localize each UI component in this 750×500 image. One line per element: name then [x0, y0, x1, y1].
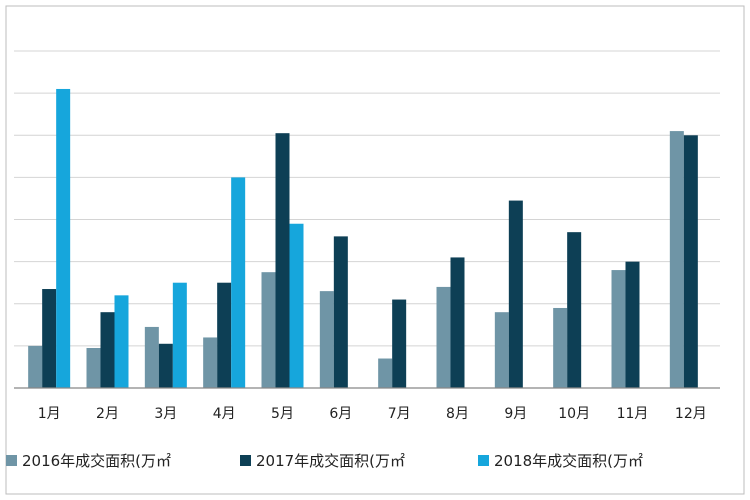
legend-swatch	[478, 455, 489, 466]
bar-1-4月	[203, 337, 218, 388]
bar-1-9月	[494, 312, 509, 388]
bar-3-4月	[231, 177, 246, 388]
x-tick-label: 12月	[675, 406, 707, 422]
bar-2-9月	[508, 200, 523, 388]
bar-1-1月	[28, 345, 43, 388]
x-tick-label: 8月	[446, 406, 469, 422]
bar-1-12月	[669, 131, 684, 389]
bar-3-3月	[172, 282, 187, 388]
x-tick-label: 6月	[329, 406, 352, 422]
bar-3-2月	[114, 295, 129, 388]
bar-2-8月	[450, 257, 465, 388]
bar-2-10月	[567, 232, 582, 388]
bar-2-7月	[392, 299, 407, 388]
bar-1-7月	[378, 358, 393, 388]
bar-2-2月	[100, 312, 115, 388]
bar-1-5月	[261, 272, 276, 388]
bar-1-6月	[319, 291, 334, 388]
legend-label: 2017年成交面积(万㎡	[256, 452, 405, 470]
x-tick-label: 1月	[38, 406, 61, 422]
legend: 2016年成交面积(万㎡ 2017年成交面积(万㎡ 2018年成交面积(万㎡	[6, 452, 643, 470]
legend-swatch	[240, 455, 251, 466]
bar-2-11月	[625, 261, 640, 388]
bar-2-1月	[42, 289, 57, 388]
legend-swatch	[6, 455, 17, 466]
bar-1-2月	[86, 347, 101, 388]
bar-3-1月	[56, 88, 71, 388]
bar-1-11月	[611, 270, 626, 388]
x-tick-label: 3月	[154, 406, 177, 422]
x-tick-label: 7月	[388, 406, 411, 422]
x-tick-label: 9月	[504, 406, 527, 422]
bar-2-12月	[683, 135, 698, 388]
x-tick-label: 4月	[213, 406, 236, 422]
bar-3-5月	[289, 223, 304, 388]
chart-border	[5, 5, 745, 495]
bar-1-10月	[553, 307, 568, 388]
bar-2-5月	[275, 133, 290, 388]
x-tick-label: 5月	[271, 406, 294, 422]
x-tick-label: 11月	[617, 406, 649, 422]
bar-2-6月	[333, 236, 348, 388]
x-tick-label: 10月	[558, 406, 590, 422]
bar-1-8月	[436, 286, 451, 388]
legend-label: 2018年成交面积(万㎡	[494, 452, 643, 470]
bar-2-3月	[158, 343, 173, 388]
x-tick-label: 2月	[96, 406, 119, 422]
bars	[28, 88, 698, 389]
x-axis: 1月 2月 3月 4月 5月 6月 7月 8月 9月 10月 11月 12月	[14, 387, 720, 422]
bar-2-4月	[217, 282, 232, 388]
legend-label: 2016年成交面积(万㎡	[22, 452, 171, 470]
bar-1-3月	[144, 326, 159, 388]
grid-lines	[14, 50, 720, 347]
